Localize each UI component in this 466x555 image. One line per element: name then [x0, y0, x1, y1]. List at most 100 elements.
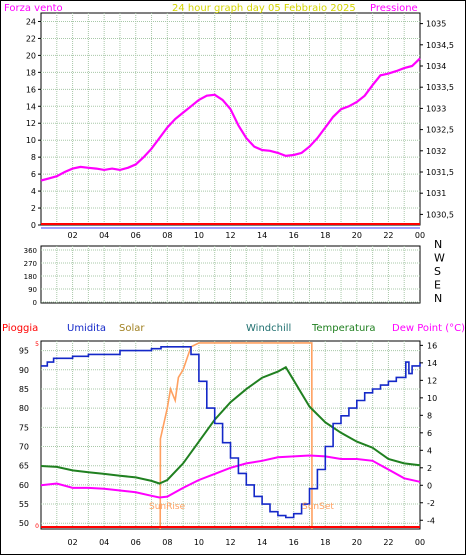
hour-tick-label: 22: [383, 538, 393, 547]
pressure-tick-label: 1031,5: [426, 168, 454, 177]
pressure-tick-label: 1033,5: [426, 83, 454, 92]
humidity-tick-label: 60: [19, 481, 29, 490]
compass-letter: E: [434, 279, 441, 292]
hour-tick-label: 00: [415, 231, 425, 240]
humidity-line: [41, 346, 421, 519]
hour-tick-label: 10: [194, 538, 204, 547]
direction-tick-label: 180: [24, 273, 37, 281]
hour-tick-label: 20: [352, 538, 362, 547]
wind-tick-label: 8: [31, 153, 36, 162]
wind-tick-label: 4: [31, 187, 36, 196]
temperature-tick-label: 2: [427, 464, 432, 473]
wind-tick-label: 18: [26, 68, 36, 77]
hour-tick-label: 20: [352, 231, 362, 240]
rain-tick-label: 0: [35, 523, 39, 530]
wind-axis-label: Forza vento: [4, 3, 63, 14]
temperature-tick-label: 10: [427, 394, 437, 403]
pressure-tick-label: 1032,5: [426, 126, 454, 135]
humidity-tick-label: 75: [19, 423, 29, 432]
wind-tick-label: 16: [26, 85, 36, 94]
humidity-tick-label: 55: [19, 500, 29, 509]
wind-tick-label: 24: [26, 17, 36, 26]
wind-tick-label: 20: [26, 51, 36, 60]
pressure-tick-label: 1032: [426, 147, 446, 156]
humidity-tick-label: 50: [19, 519, 29, 528]
hour-tick-label: 08: [162, 231, 172, 240]
humidity-tick-label: 65: [19, 462, 29, 471]
hour-tick-label: 10: [194, 231, 204, 240]
direction-tick-label: 0: [33, 299, 37, 307]
temperature-label: Temperatura: [311, 323, 376, 334]
solar-label: Solar: [119, 323, 145, 334]
wind-tick-label: 10: [26, 136, 36, 145]
rain-tick-label: 5: [35, 341, 39, 348]
hour-tick-label: 00: [415, 538, 425, 547]
temperature-tick-label: 8: [427, 411, 432, 420]
humidity-tick-label: 80: [19, 404, 29, 413]
hour-tick-label: 22: [383, 231, 393, 240]
pressure-tick-label: 1033: [426, 104, 446, 113]
rain-label: Pioggia: [2, 323, 38, 334]
direction-tick-label: 90: [28, 286, 37, 294]
temperature-tick-label: 16: [427, 341, 437, 350]
sunset-label: SunSet: [302, 502, 334, 512]
pressure-tick-label: 1035: [426, 20, 446, 29]
hour-tick-label: 04: [99, 231, 109, 240]
compass-letter: W: [434, 252, 445, 265]
hour-tick-label: 12: [225, 231, 235, 240]
pressure-tick-label: 1034,5: [426, 41, 454, 50]
direction-tick-label: 360: [24, 247, 37, 255]
hour-tick-label: 16: [289, 538, 299, 547]
humidity-tick-label: 70: [19, 443, 29, 452]
temperature-tick-label: 12: [427, 376, 437, 385]
wind-tick-label: 2: [31, 204, 36, 213]
hour-tick-label: 08: [162, 538, 172, 547]
temperature-tick-label: 0: [427, 481, 432, 490]
solar-line: [159, 342, 313, 530]
hour-tick-label: 02: [67, 231, 77, 240]
compass-letter: N: [434, 238, 442, 251]
hour-tick-label: 02: [67, 538, 77, 547]
hour-tick-label: 18: [320, 538, 330, 547]
compass-letter: N: [434, 292, 442, 305]
wind-tick-label: 6: [31, 170, 36, 179]
humidity-tick-label: 95: [19, 347, 29, 356]
humidity-label: Umidita: [67, 323, 106, 334]
temperature-tick-label: -4: [427, 516, 435, 525]
temperature-tick-label: 14: [427, 359, 437, 368]
temperature-tick-label: -2: [427, 499, 435, 508]
hour-tick-label: 06: [131, 538, 141, 547]
wind-tick-label: 0: [31, 221, 36, 230]
pressure-line: [40, 57, 421, 182]
hour-tick-label: 12: [225, 538, 235, 547]
humidity-tick-label: 90: [19, 366, 29, 375]
windchill-label: Windchill: [246, 323, 291, 334]
pressure-tick-label: 1034: [426, 62, 446, 71]
hour-tick-label: 14: [257, 231, 267, 240]
pressure-tick-label: 1031: [426, 189, 446, 198]
hour-tick-label: 18: [320, 231, 330, 240]
dewpoint-line: [40, 454, 421, 499]
hour-tick-label: 06: [131, 231, 141, 240]
temperature-line: [40, 365, 421, 485]
hour-tick-label: 14: [257, 538, 267, 547]
pressure-axis-label: Pressione: [370, 3, 418, 14]
wind-tick-label: 14: [26, 102, 36, 111]
pressure-tick-label: 1030,5: [426, 210, 454, 219]
humidity-tick-label: 85: [19, 385, 29, 394]
hour-tick-label: 04: [99, 538, 109, 547]
temperature-tick-label: 4: [427, 446, 432, 455]
compass-letter: S: [434, 265, 441, 278]
dewpoint-label: Dew Point (°C): [392, 323, 465, 334]
hour-tick-label: 16: [289, 231, 299, 240]
sunrise-label: SunRise: [149, 502, 186, 512]
chart-title: 24 hour graph day 05 Febbraio 2025: [172, 3, 356, 14]
wind-tick-label: 22: [26, 34, 36, 43]
direction-tick-label: 270: [24, 260, 37, 268]
temperature-tick-label: 6: [427, 429, 432, 438]
